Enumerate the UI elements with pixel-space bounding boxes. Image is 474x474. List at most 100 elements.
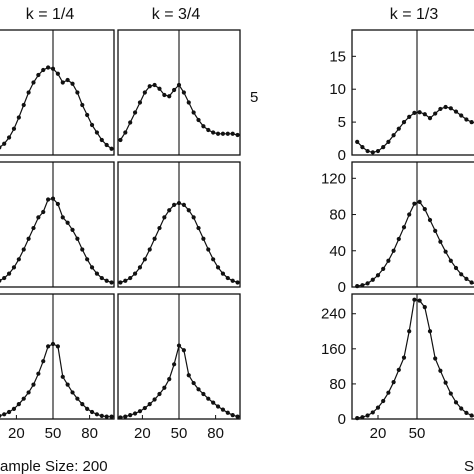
data-point [0, 278, 2, 283]
x-tick-label: 20 [134, 425, 151, 442]
data-point [94, 271, 100, 276]
panel-frame [351, 293, 474, 420]
row-label: 5 [250, 89, 258, 106]
data-point [70, 390, 75, 395]
data-point [453, 400, 459, 405]
data-point [206, 396, 211, 401]
data-point [109, 280, 114, 285]
data-point [142, 90, 147, 95]
data-point [132, 271, 138, 276]
y-tick-label: 240 [321, 306, 346, 323]
data-point [196, 117, 201, 123]
data-point [365, 413, 370, 418]
panel-left-top-1 [0, 29, 115, 156]
y-tick-label: 0 [338, 147, 346, 164]
data-point [157, 391, 162, 397]
data-point [104, 142, 109, 148]
x-tick-label: 20 [370, 425, 387, 442]
data-point [123, 278, 128, 283]
data-point [386, 390, 391, 395]
data-point [375, 148, 381, 154]
data-point [31, 80, 36, 85]
data-point [422, 112, 427, 117]
data-point [21, 396, 26, 401]
data-point [206, 247, 211, 252]
panel-frame [351, 29, 474, 156]
y-tick-label: 80 [329, 207, 346, 224]
data-point [75, 396, 80, 401]
data-point [391, 248, 396, 253]
data-point [16, 402, 21, 407]
data-point [225, 410, 230, 415]
data-point [230, 131, 235, 136]
data-point [401, 225, 407, 230]
data-point [99, 275, 104, 281]
data-point [11, 126, 17, 131]
data-point [211, 400, 216, 405]
data-point [464, 410, 469, 415]
data-point [453, 109, 459, 114]
data-point [211, 257, 216, 262]
y-tick-label: 10 [329, 81, 346, 98]
data-point [26, 236, 31, 241]
data-point [16, 257, 21, 262]
data-point [70, 81, 75, 86]
data-point [196, 387, 201, 392]
data-point [46, 65, 51, 70]
y-tick-label: 15 [329, 48, 346, 65]
data-point [41, 359, 46, 364]
data-point [220, 271, 226, 276]
data-point [176, 82, 182, 88]
data-point [469, 280, 474, 285]
column-title-k-3-4: k = 3/4 [152, 6, 201, 23]
data-point [215, 131, 221, 136]
data-point [230, 412, 235, 418]
series-line [0, 66, 112, 150]
data-point [391, 380, 396, 385]
data-point [433, 356, 438, 361]
data-point [181, 348, 186, 353]
data-point [118, 137, 123, 143]
data-point [176, 200, 182, 206]
data-point [206, 127, 211, 133]
data-point [459, 272, 464, 277]
data-point [147, 84, 152, 89]
panel-left-bottom-2: 20 50 80 [117, 293, 241, 442]
data-point [181, 202, 186, 207]
data-point [381, 266, 386, 271]
data-point [181, 90, 186, 95]
footer-left-label: ample Size: 200 [0, 458, 108, 474]
data-point [99, 413, 104, 418]
x-tick-label: 50 [409, 425, 426, 442]
data-point [80, 102, 85, 108]
data-point [412, 110, 417, 115]
data-point [201, 236, 206, 241]
data-point [433, 111, 438, 116]
panel-right-middle: 0 40 80 120 [321, 161, 474, 296]
data-point [191, 215, 196, 220]
data-point [412, 201, 417, 206]
data-point [123, 130, 128, 135]
data-point [407, 329, 412, 334]
data-point [355, 416, 360, 421]
data-point [60, 80, 65, 85]
panel-right-bottom: 0 80 160 240 20 50 [321, 293, 474, 442]
data-point [2, 275, 7, 281]
data-point [438, 239, 443, 244]
data-point [391, 133, 396, 138]
y-tick-label: 0 [338, 279, 346, 296]
panel-frame [0, 29, 115, 156]
data-point [89, 265, 95, 270]
data-point [417, 199, 422, 204]
data-point [2, 141, 7, 146]
data-point [157, 86, 162, 91]
data-point [147, 247, 152, 252]
data-point [31, 225, 36, 231]
data-point [0, 413, 2, 418]
data-point [448, 258, 453, 263]
data-point [448, 391, 453, 396]
data-point [443, 249, 448, 254]
data-point [396, 367, 401, 372]
data-point [94, 130, 100, 135]
